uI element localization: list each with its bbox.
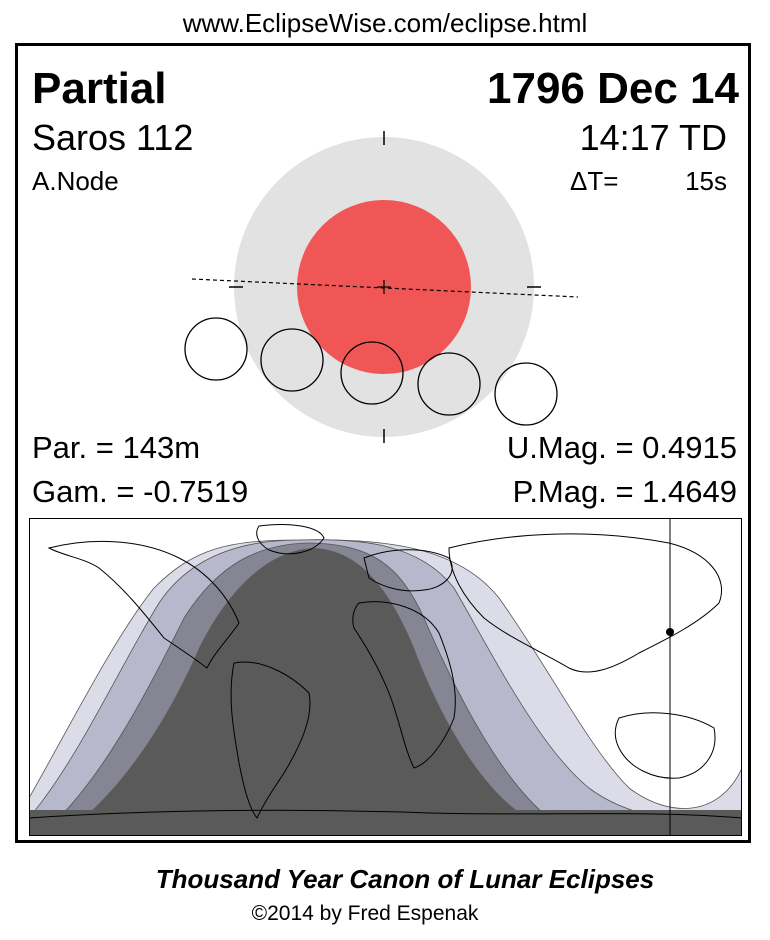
europe-outline (363, 549, 453, 592)
moon-position-5 (494, 362, 558, 426)
delta-t-value: 15s (685, 166, 727, 196)
eclipse-time: 14:17 TD (579, 117, 727, 158)
penumbral-magnitude: P.Mag. = 1.4649 (512, 474, 737, 509)
delta-t-label: ΔT= (570, 166, 619, 196)
eclipse-date: 1796 Dec 14 (487, 64, 739, 113)
antarctica-outline (29, 809, 742, 819)
asia-outline (448, 533, 723, 673)
umbral-magnitude: U.Mag. = 0.4915 (506, 430, 737, 465)
canon-title: Thousand Year Canon of Lunar Eclipses (155, 864, 655, 894)
copyright-notice: ©2014 by Fred Espenak (251, 902, 479, 925)
partial-duration: Par. = 143m (32, 430, 201, 465)
greatest-eclipse-point (666, 628, 674, 636)
ecliptic-line (191, 278, 579, 298)
moon-position-3 (340, 341, 404, 405)
eclipse-type: Partial (32, 64, 167, 113)
total-visibility-zone (59, 548, 549, 836)
continent-outlines (29, 524, 742, 819)
greenland-outline (256, 524, 325, 555)
africa-outline (352, 601, 456, 769)
moon-position-2 (260, 328, 324, 392)
map-border (29, 518, 742, 836)
source-url[interactable]: www.EclipseWise.com/eclipse.html (182, 8, 588, 38)
australia-outline (614, 712, 716, 779)
eclipse-diagram (184, 131, 579, 443)
gamma-value: Gam. = -0.7519 (32, 474, 249, 509)
southern-ice (29, 810, 742, 836)
north-america-outline (47, 540, 240, 669)
eclipse-panel (15, 43, 751, 843)
visibility-map (29, 518, 742, 836)
moon-position-1 (184, 317, 248, 381)
node-label: A.Node (32, 166, 119, 196)
south-america-outline (230, 661, 311, 819)
moon-position-4 (417, 352, 481, 416)
saros-number: Saros 112 (32, 117, 194, 158)
